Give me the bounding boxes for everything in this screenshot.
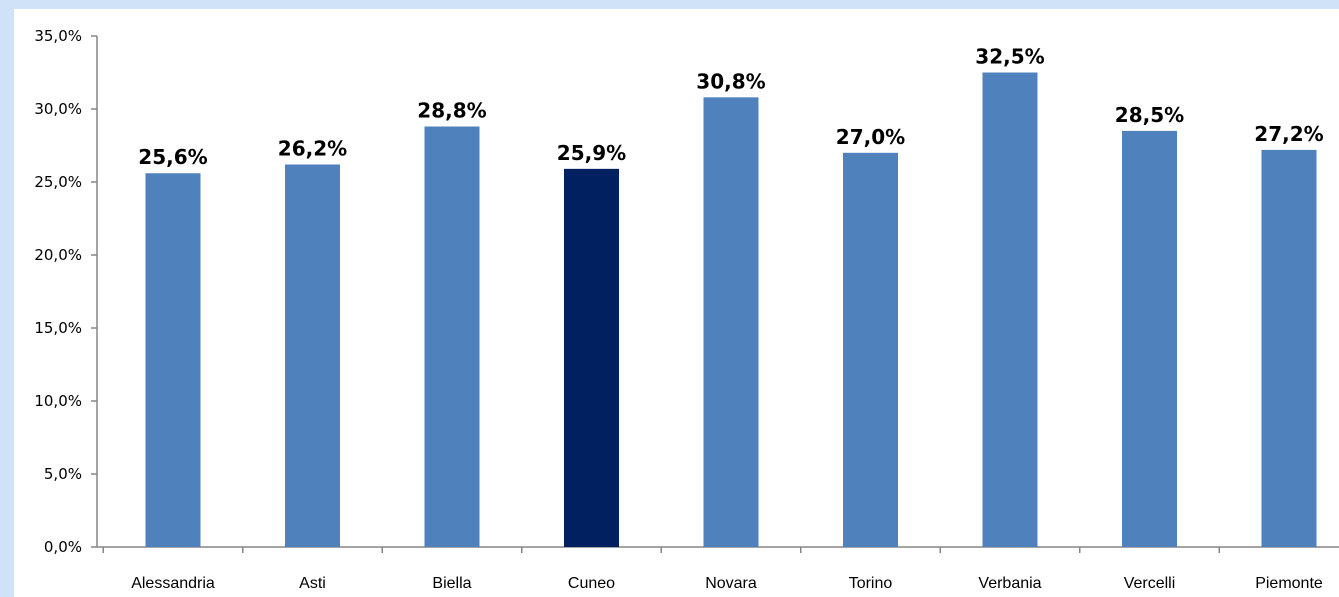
data-labels: 25,6% 26,2% 28,8% 25,9% 30,8% 27,0% 32,5% 28,5%… [138, 45, 1323, 170]
bar-alessandria [145, 173, 201, 548]
data-label-novara: 30,8% [696, 69, 765, 93]
data-label-piemonte: 27,2% [1254, 122, 1323, 146]
bar-piemonte [1261, 149, 1317, 547]
category-label-asti: Asti [299, 575, 326, 592]
bars [145, 72, 1317, 548]
category-label-biella: Biella [432, 575, 471, 592]
data-label-verbania: 32,5% [975, 45, 1044, 69]
category-label-alessandria: Alessandria [131, 575, 215, 592]
bar-biella [424, 126, 480, 548]
bar-asti [285, 164, 340, 548]
bar-novara [703, 97, 759, 547]
category-label-piemonte: Piemonte [1255, 575, 1323, 592]
category-label-novara: Novara [705, 575, 757, 592]
category-label-verbania: Verbania [978, 575, 1041, 592]
y-tick-label: 5,0% [44, 465, 82, 483]
x-axis: Alessandria Asti Biella Cuneo Novara Torino Ve… [97, 546, 1339, 592]
bar-verbania [982, 72, 1038, 547]
chart-frame [14, 9, 1339, 597]
data-label-biella: 28,8% [417, 99, 486, 123]
data-label-vercelli: 28,5% [1115, 103, 1184, 127]
y-tick-label: 30,0% [34, 100, 82, 118]
data-label-torino: 27,0% [836, 125, 905, 149]
y-tick-label: 25,0% [34, 173, 82, 191]
category-label-torino: Torino [849, 575, 893, 592]
data-label-alessandria: 25,6% [138, 145, 207, 169]
category-label-vercelli: Vercelli [1124, 575, 1176, 592]
bar-vercelli [1122, 130, 1177, 547]
y-axis: 0,0% 5,0% 10,0% 15,0% 20,0% 25,0% 30,0% 35,0% [34, 27, 98, 556]
y-tick-label: 10,0% [34, 392, 82, 410]
y-tick-label: 0,0% [44, 538, 82, 556]
bar-torino [843, 152, 898, 548]
bar-cuneo [564, 168, 619, 548]
y-tick-label: 15,0% [34, 319, 82, 337]
data-label-asti: 26,2% [278, 136, 347, 160]
y-tick-label: 20,0% [34, 246, 82, 264]
category-label-cuneo: Cuneo [568, 575, 615, 592]
data-label-cuneo: 25,9% [557, 141, 626, 165]
y-tick-label: 35,0% [34, 27, 82, 45]
